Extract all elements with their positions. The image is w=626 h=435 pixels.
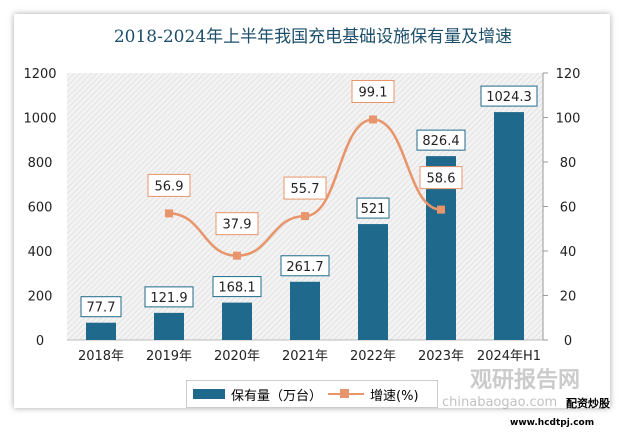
legend-bar-swatch: [193, 389, 225, 399]
bar-data-label: 168.1: [218, 281, 255, 296]
bar-label-box: [416, 129, 466, 151]
bar-label-box: [356, 197, 390, 219]
growth-marker: [165, 209, 173, 218]
legend: 保有量（万台） 增速(%): [186, 380, 438, 408]
bar: [86, 322, 116, 340]
bar-data-label: 826.4: [422, 134, 459, 149]
y-right-tick-label: 60: [560, 201, 577, 216]
growth-label-box: [351, 80, 395, 104]
bar-data-label: 521: [361, 202, 386, 217]
x-tick-label: 2022年: [350, 349, 396, 364]
bar-label-box: [144, 286, 194, 308]
growth-label-box: [419, 166, 463, 190]
growth-label-box: [215, 212, 259, 236]
y-left-tick-label: 600: [28, 201, 53, 216]
watermark-badge-url: www.hcdtpj.com: [510, 418, 595, 428]
y-right-tick-label: 0: [564, 334, 572, 349]
bar-label-box: [212, 276, 262, 298]
bar-label-box: [80, 296, 122, 318]
growth-data-label: 56.9: [155, 179, 184, 194]
bar: [222, 302, 252, 340]
x-tick-label: 2018年: [78, 349, 124, 364]
y-right-tick-label: 100: [556, 112, 581, 127]
growth-label-box: [147, 173, 191, 197]
y-left-tick-label: 800: [28, 156, 53, 171]
growth-marker: [369, 115, 377, 124]
bar: [358, 224, 388, 340]
growth-data-label: 55.7: [291, 182, 320, 197]
y-left-tick-label: 0: [36, 334, 44, 349]
y-right-tick-label: 20: [560, 290, 577, 305]
y-left-tick-label: 200: [28, 290, 53, 305]
growth-label-box: [283, 176, 327, 200]
x-tick-label: 2019年: [146, 349, 192, 364]
growth-marker: [233, 251, 241, 260]
bar: [290, 281, 320, 340]
legend-bar-label: 保有量（万台）: [231, 388, 323, 404]
bar-data-label: 77.7: [87, 301, 116, 316]
growth-marker: [301, 212, 309, 221]
y-left-tick-label: 1200: [23, 67, 56, 82]
legend-line-swatch: [328, 389, 365, 398]
legend-line-label: 增速(%): [370, 388, 419, 404]
x-tick-label: 2024年H1: [477, 349, 541, 364]
watermark-url: chinabaogao.com: [442, 395, 558, 410]
x-tick-label: 2023年: [418, 349, 464, 364]
bar-label-box: [480, 85, 538, 107]
bar-data-label: 261.7: [286, 260, 323, 275]
bar: [154, 312, 184, 340]
growth-line: [168, 118, 442, 257]
y-right-tick-label: 80: [560, 156, 577, 171]
growth-data-label: 37.9: [223, 218, 252, 233]
growth-data-label: 99.1: [359, 86, 388, 101]
watermark-badge: 配资炒股: [566, 397, 610, 410]
y-left-tick-label: 400: [28, 245, 53, 260]
y-right-tick-label: 40: [560, 245, 577, 260]
y-right-tick-label: 120: [556, 67, 581, 82]
bar: [494, 112, 524, 340]
bar-data-label: 121.9: [150, 291, 187, 306]
chart-title: 2018-2024年上半年我国充电基础设施保有量及增速: [113, 27, 513, 47]
bar-data-label: 1024.3: [486, 90, 532, 105]
bar-label-box: [280, 255, 330, 277]
growth-marker: [437, 205, 445, 214]
y-left-tick-label: 1000: [23, 112, 56, 127]
growth-data-label: 58.6: [427, 172, 456, 187]
watermark-site: 观研报告网: [470, 368, 581, 393]
x-tick-label: 2021年: [282, 349, 328, 364]
x-tick-label: 2020年: [214, 349, 260, 364]
